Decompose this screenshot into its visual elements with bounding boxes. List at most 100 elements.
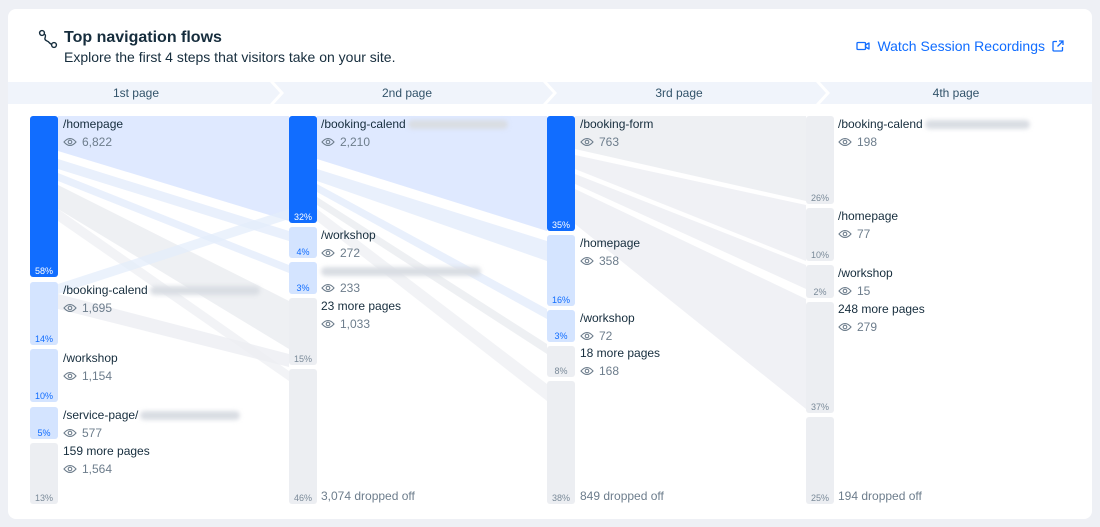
- eye-icon: [63, 464, 77, 474]
- flow-node-views: 233: [340, 281, 361, 295]
- flow-node-workshop[interactable]: /workshop 1,154: [63, 351, 118, 383]
- flow-node-name: /homepage: [838, 209, 899, 223]
- step-label-4: 4th page: [932, 86, 980, 100]
- flow-pct: 37%: [810, 402, 829, 412]
- flow-node-name: 248 more pages: [838, 302, 925, 316]
- flow-node-homepage[interactable]: /homepage 6,822: [63, 117, 123, 149]
- flow-bar-more-pages[interactable]: 37%: [806, 302, 834, 413]
- redacted-text: [321, 266, 481, 276]
- eye-icon: [321, 137, 335, 147]
- flow-node-name: 18 more pages: [580, 346, 661, 360]
- eye-icon: [63, 137, 77, 147]
- eye-icon: [838, 322, 852, 332]
- flow-node-homepage[interactable]: /homepage 77: [838, 209, 898, 241]
- flow-pct: 10%: [34, 391, 53, 401]
- step-label-1: 1st page: [112, 86, 160, 100]
- flow-node-name: /booking-calend: [321, 117, 406, 131]
- flow-path-icon: [38, 29, 58, 49]
- eye-icon: [580, 256, 594, 266]
- flow-bar-booking-form[interactable]: 35%: [547, 116, 575, 231]
- flow-node-name: /booking-form: [580, 117, 654, 131]
- flow-node-views: 1,695: [82, 301, 113, 315]
- flow-node-views: 577: [82, 426, 103, 440]
- watch-session-recordings-link[interactable]: Watch Session Recordings: [856, 38, 1064, 54]
- flow-node-views: 2,210: [340, 135, 371, 149]
- flow-node-service-page[interactable]: /service-page/ 577: [63, 408, 241, 440]
- flow-node-workshop[interactable]: /workshop 272: [321, 228, 376, 260]
- flow-pct: 10%: [810, 250, 829, 260]
- flow-node-views: 763: [599, 135, 620, 149]
- flow-node-name: 159 more pages: [63, 444, 150, 458]
- flow-pct: 25%: [810, 493, 829, 503]
- flow-pct: 8%: [554, 366, 568, 376]
- flow-bar-more-pages[interactable]: 15%: [289, 298, 317, 365]
- flow-bar-dropped-off[interactable]: 25%: [806, 417, 834, 504]
- step-label-2: 2nd page: [381, 86, 433, 100]
- redacted-text: [924, 119, 1030, 129]
- flow-bar-service-page[interactable]: 5%: [30, 407, 58, 439]
- step-header: 1st page 2nd page 3rd page 4th page: [8, 82, 1092, 104]
- flow-bar-workshop[interactable]: 2%: [806, 265, 834, 298]
- flow-node-booking-calendar[interactable]: /booking-calend 2,210: [321, 117, 508, 149]
- flow-node-views: 72: [599, 329, 613, 343]
- flow-node-name: /workshop: [63, 351, 118, 365]
- flow-node-more-pages[interactable]: 23 more pages 1,033: [321, 299, 401, 331]
- flow-node-more-pages[interactable]: 18 more pages 168: [580, 346, 660, 378]
- flow-bar-homepage[interactable]: 58%: [30, 116, 58, 277]
- flow-pct: 13%: [34, 493, 53, 503]
- flow-bar-booking-calendar[interactable]: 26%: [806, 116, 834, 204]
- flow-node-more-pages[interactable]: 248 more pages 279: [838, 302, 925, 334]
- step-arrows: [8, 82, 1092, 104]
- flow-node-views: 1,154: [82, 369, 113, 383]
- flow-bar-homepage[interactable]: 16%: [547, 235, 575, 306]
- navigation-flows-card: Top navigation flows Explore the first 4…: [8, 9, 1092, 519]
- flow-node-name: /homepage: [580, 236, 641, 250]
- eye-icon: [580, 331, 594, 341]
- flow-node-name: /workshop: [580, 311, 635, 325]
- flow-bar-dropped-off[interactable]: 46%: [289, 369, 317, 504]
- external-link-icon: [1052, 40, 1064, 52]
- flow-node-views: 1,564: [82, 462, 113, 476]
- flow-node-views: 198: [857, 135, 878, 149]
- flow-bar-more-pages[interactable]: 8%: [547, 346, 575, 377]
- flow-pct: 26%: [810, 193, 829, 203]
- flow-bar-redacted-page[interactable]: 3%: [289, 262, 317, 294]
- flow-node-views: 272: [340, 246, 361, 260]
- flow-node-name: /homepage: [63, 117, 124, 131]
- flow-node-views: 15: [857, 284, 871, 298]
- flow-pct: 38%: [551, 493, 570, 503]
- eye-icon: [838, 229, 852, 239]
- flow-bar-workshop[interactable]: 3%: [547, 310, 575, 342]
- flow-node-booking-form[interactable]: /booking-form 763: [580, 117, 653, 149]
- eye-icon: [321, 319, 335, 329]
- card-title: Top navigation flows: [64, 29, 222, 46]
- flow-node-homepage[interactable]: /homepage 358: [580, 236, 640, 268]
- flow-bar-workshop[interactable]: 4%: [289, 227, 317, 258]
- flow-bar-dropped-off[interactable]: 38%: [547, 381, 575, 504]
- flow-pct: 3%: [554, 331, 568, 341]
- redacted-text: [149, 285, 260, 295]
- flow-pct: 16%: [551, 295, 570, 305]
- flow-ribbon: [58, 173, 289, 273]
- flow-bar-more-pages[interactable]: 13%: [30, 443, 58, 504]
- flow-node-workshop[interactable]: /workshop 72: [580, 311, 635, 343]
- flow-pct: 35%: [551, 220, 570, 230]
- flow-node-more-pages[interactable]: 159 more pages 1,564: [63, 444, 150, 476]
- flow-node-booking-calendar[interactable]: /booking-calend 1,695: [63, 283, 260, 315]
- dropped-off-label: 3,074 dropped off: [321, 489, 415, 503]
- flow-pct: 32%: [293, 212, 312, 222]
- flow-node-views: 6,822: [82, 135, 113, 149]
- flow-node-name: 23 more pages: [321, 299, 402, 313]
- flow-node-workshop[interactable]: /workshop 15: [838, 266, 893, 298]
- dropped-off-label: 194 dropped off: [838, 489, 922, 503]
- eye-icon: [580, 366, 594, 376]
- flow-bar-booking-calendar[interactable]: 32%: [289, 116, 317, 223]
- flow-node-redacted-page[interactable]: 233: [321, 263, 481, 295]
- flow-bar-homepage[interactable]: 10%: [806, 208, 834, 261]
- eye-icon: [838, 137, 852, 147]
- flow-bar-workshop[interactable]: 10%: [30, 349, 58, 402]
- flow-node-booking-calendar[interactable]: /booking-calend 198: [838, 117, 1030, 149]
- flow-node-name: /workshop: [321, 228, 376, 242]
- flow-node-views: 1,033: [340, 317, 371, 331]
- flow-bar-booking-calendar[interactable]: 14%: [30, 282, 58, 345]
